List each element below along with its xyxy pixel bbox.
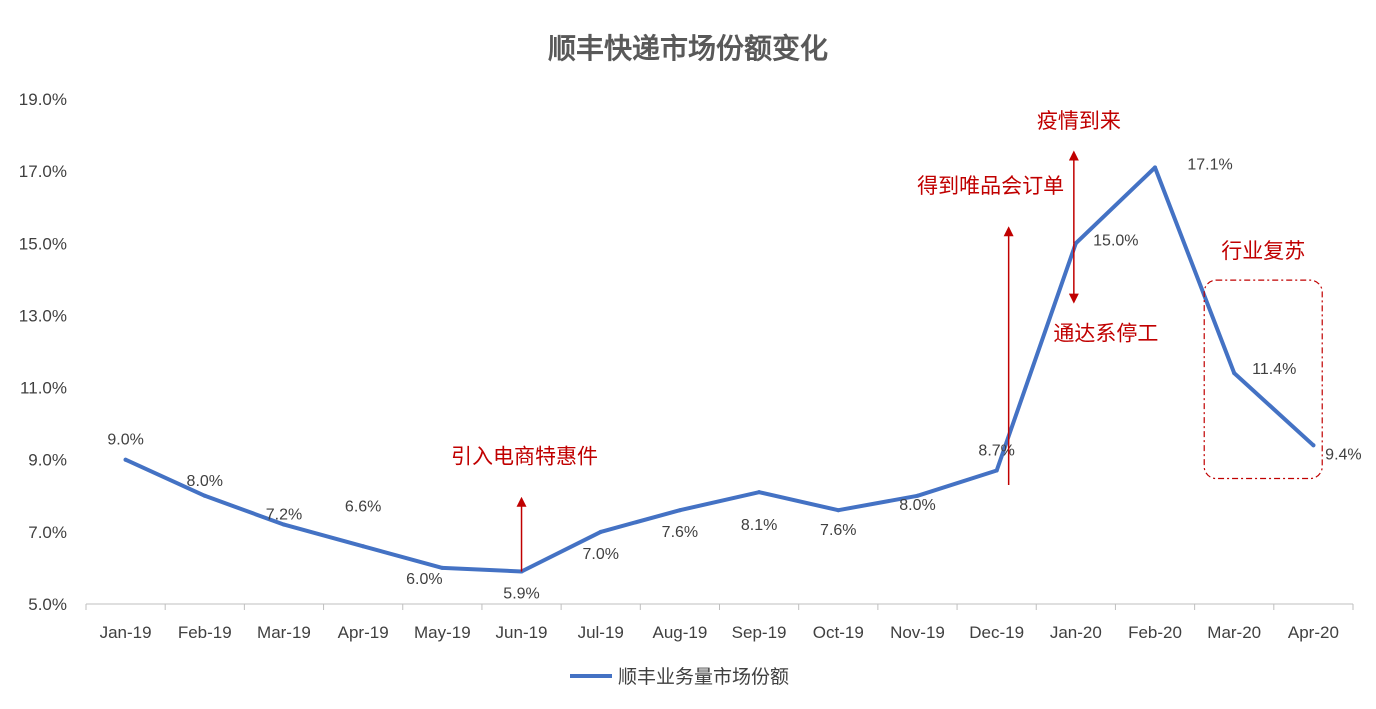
data-label: 15.0% (1093, 232, 1138, 249)
data-point (1153, 165, 1158, 170)
data-point (1311, 443, 1316, 448)
x-tick-label: Feb-20 (1128, 623, 1182, 642)
annotation-label: 引入电商特惠件 (451, 444, 598, 468)
data-label: 8.7% (978, 443, 1014, 460)
data-point (994, 468, 999, 473)
y-axis: 5.0% 7.0% 9.0% 11.0% 13.0% 15.0% 17.0% 19.0% (19, 90, 67, 614)
series-group (123, 165, 1316, 574)
annotation-label: 疫情到来 (1037, 109, 1121, 133)
data-label: 5.9% (503, 586, 539, 603)
data-point (915, 493, 920, 498)
x-tick-label: Jun-19 (496, 623, 548, 642)
x-tick-label: Mar-19 (257, 623, 311, 642)
data-label: 9.4% (1325, 446, 1361, 463)
y-tick-label: 15.0% (19, 234, 67, 253)
annotation-box (1203, 279, 1323, 480)
data-point (836, 508, 841, 513)
data-label: 7.6% (662, 524, 698, 541)
data-label: 11.4% (1252, 361, 1296, 378)
x-tick-label: Feb-19 (178, 623, 232, 642)
x-tick-label: Mar-20 (1207, 623, 1261, 642)
y-tick-label: 5.0% (28, 595, 67, 614)
y-tick-label: 7.0% (28, 523, 67, 542)
legend-label: 顺丰业务量市场份额 (618, 666, 789, 688)
x-tick-label: Sep-19 (732, 623, 787, 642)
data-point (202, 493, 207, 498)
annotation-label: 行业复苏 (1221, 239, 1305, 263)
data-point (281, 522, 286, 527)
x-tick-label: Aug-19 (652, 623, 707, 642)
data-label: 6.6% (345, 498, 381, 515)
data-point (677, 508, 682, 513)
data-label: 8.0% (899, 497, 935, 514)
data-label: 17.1% (1187, 157, 1232, 174)
data-label: 8.0% (187, 473, 223, 490)
x-tick-label: Apr-20 (1288, 623, 1339, 642)
x-tick-label: May-19 (414, 623, 471, 642)
y-tick-label: 9.0% (28, 451, 67, 470)
series-line (123, 165, 1316, 574)
data-label: 9.0% (107, 432, 143, 449)
x-tick-label: Jan-19 (100, 623, 152, 642)
data-point (361, 544, 366, 549)
data-point (757, 490, 762, 495)
y-tick-label: 19.0% (19, 90, 67, 109)
data-point (1073, 241, 1078, 246)
data-point (598, 529, 603, 534)
data-point (123, 457, 128, 462)
annotation-label: 通达系停工 (1053, 322, 1158, 346)
x-tick-label: Dec-19 (969, 623, 1024, 642)
data-label: 7.6% (820, 522, 856, 539)
x-tick-label: Oct-19 (813, 623, 864, 642)
data-point (1232, 371, 1237, 376)
x-tick-label: Jul-19 (578, 623, 624, 642)
x-tick-label: Jan-20 (1050, 623, 1102, 642)
data-label: 7.2% (266, 507, 302, 524)
data-label: 7.0% (582, 546, 618, 563)
data-labels: 9.0% 8.0% 7.2% 6.6% 6.0% 5.9% 7.0% 7.6% 8.1% 7.6%… (107, 157, 1361, 603)
x-tick-label: Apr-19 (338, 623, 389, 642)
y-tick-label: 11.0% (20, 379, 67, 398)
annotation-label: 得到唯品会订单 (917, 174, 1064, 198)
x-axis: Jan-19 Feb-19 Mar-19 Apr-19 May-19 Jun-19 Jul-… (85, 603, 1354, 642)
y-tick-label: 13.0% (19, 306, 67, 325)
y-tick-label: 17.0% (19, 162, 67, 181)
legend: 顺丰业务量市场份额 (570, 666, 789, 688)
x-tick-label: Nov-19 (890, 623, 945, 642)
chart-title: 顺丰快递市场份额变化 (548, 32, 828, 65)
data-label: 6.0% (406, 571, 442, 588)
data-label: 8.1% (741, 517, 777, 534)
data-point (440, 565, 445, 570)
